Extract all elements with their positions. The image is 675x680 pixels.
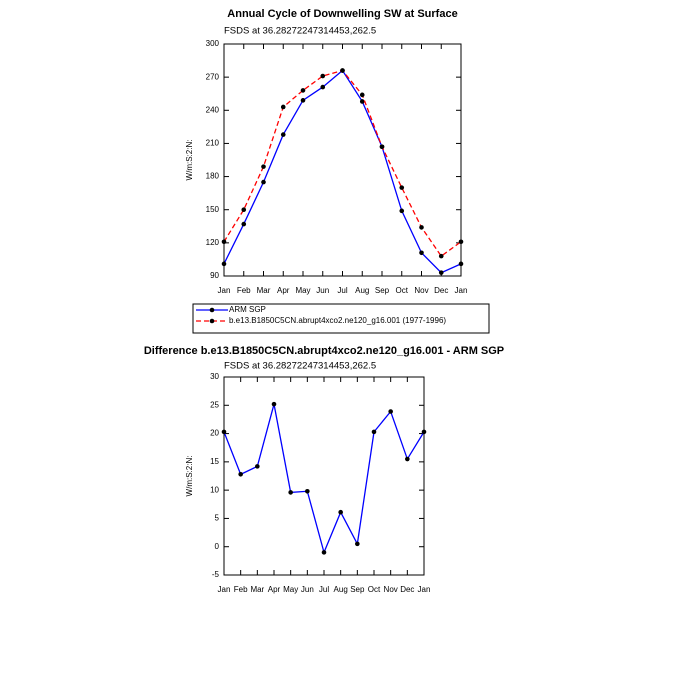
x-tick-label: Jul — [319, 585, 329, 594]
x-tick-label: Jan — [218, 585, 231, 594]
legend-box — [192, 303, 490, 334]
data-point — [458, 261, 464, 267]
chart-subtitle: FSDS at 36.28272247314453,262.5 — [224, 26, 376, 37]
x-tick-label: Mar — [250, 585, 264, 594]
chart-subtitle: FSDS at 36.28272247314453,262.5 — [224, 361, 376, 372]
data-point — [280, 104, 286, 110]
y-axis-label: W/m:S:2:N: — [185, 140, 194, 181]
data-point — [261, 164, 266, 169]
data-point — [419, 225, 424, 230]
data-point — [255, 464, 260, 469]
data-point — [321, 550, 327, 555]
y-tick-label: 180 — [206, 172, 220, 181]
data-point — [388, 409, 393, 414]
data-point — [355, 541, 360, 547]
data-point — [438, 253, 444, 259]
legend-label: ARM SGP — [229, 305, 266, 314]
series-line — [223, 69, 462, 258]
data-point — [221, 239, 227, 245]
data-point — [320, 73, 326, 79]
x-tick-label: Jan — [418, 585, 431, 594]
y-tick-label: 0 — [215, 542, 220, 551]
x-tick-label: Aug — [355, 286, 369, 295]
x-tick-label: Nov — [414, 286, 428, 295]
data-point — [458, 239, 464, 245]
plot-frame — [223, 43, 462, 277]
data-point — [221, 261, 227, 267]
x-tick-label: Nov — [384, 585, 398, 594]
x-tick-label: Oct — [368, 585, 381, 594]
x-tick-label: Apr — [277, 286, 290, 295]
plot-frame — [223, 376, 425, 576]
y-tick-label: 120 — [206, 238, 220, 247]
x-tick-label: Sep — [350, 585, 365, 594]
data-point — [305, 488, 310, 494]
data-point — [241, 221, 247, 227]
data-point — [379, 144, 385, 150]
y-tick-label: 210 — [206, 139, 220, 148]
chart-title: Annual Cycle of Downwelling SW at Surfac… — [227, 8, 457, 20]
y-tick-label: 20 — [210, 429, 219, 438]
data-point — [421, 429, 427, 435]
y-tick-label: 300 — [206, 39, 220, 48]
y-tick-label: 25 — [210, 400, 219, 409]
y-tick-label: 270 — [206, 72, 220, 81]
x-tick-label: Jun — [301, 585, 314, 594]
y-tick-label: 90 — [210, 271, 219, 280]
data-point — [241, 207, 247, 213]
x-tick-label: Aug — [334, 585, 348, 594]
x-tick-label: May — [283, 585, 298, 594]
x-tick-label: Dec — [400, 585, 414, 594]
data-point — [320, 84, 326, 90]
y-axis-label: W/m:S:2:N: — [185, 456, 194, 497]
data-point — [288, 490, 293, 495]
data-point — [419, 250, 424, 256]
x-tick-label: Apr — [268, 585, 281, 594]
y-tick-label: -5 — [212, 570, 220, 579]
data-point — [280, 132, 286, 137]
x-tick-label: Jan — [218, 286, 231, 295]
data-point — [300, 98, 306, 103]
y-tick-label: 5 — [215, 514, 220, 523]
chart-title: Difference b.e13.B1850C5CN.abrupt4xco2.n… — [144, 345, 504, 357]
series-line — [223, 69, 462, 274]
data-point — [338, 509, 343, 515]
legend-label: b.e13.B1850C5CN.abrupt4xco2.ne120_g16.00… — [229, 316, 446, 325]
data-point — [359, 92, 365, 98]
legend-marker — [209, 307, 215, 313]
x-tick-label: Sep — [375, 286, 390, 295]
x-tick-label: May — [295, 286, 310, 295]
x-tick-label: Jul — [337, 286, 347, 295]
data-point — [405, 456, 410, 462]
data-point — [359, 99, 365, 104]
data-point — [221, 429, 227, 435]
data-point — [399, 185, 405, 190]
legend-marker — [209, 318, 215, 324]
data-point — [271, 401, 277, 407]
y-tick-label: 240 — [206, 105, 220, 114]
x-tick-label: Oct — [396, 286, 409, 295]
x-tick-label: Dec — [434, 286, 448, 295]
x-tick-label: Jun — [316, 286, 329, 295]
x-tick-label: Feb — [234, 585, 248, 594]
y-tick-label: 30 — [210, 372, 219, 381]
data-point — [261, 179, 266, 185]
data-point — [238, 472, 243, 477]
series-line — [223, 403, 425, 555]
y-tick-label: 150 — [206, 205, 220, 214]
data-point — [371, 429, 377, 435]
data-point — [399, 208, 405, 214]
data-point — [438, 270, 444, 275]
x-tick-label: Mar — [257, 286, 271, 295]
x-tick-label: Feb — [237, 286, 251, 295]
data-point — [300, 88, 306, 93]
y-tick-label: 10 — [210, 485, 219, 494]
y-tick-label: 15 — [210, 457, 219, 466]
data-point — [340, 68, 345, 73]
x-tick-label: Jan — [455, 286, 468, 295]
